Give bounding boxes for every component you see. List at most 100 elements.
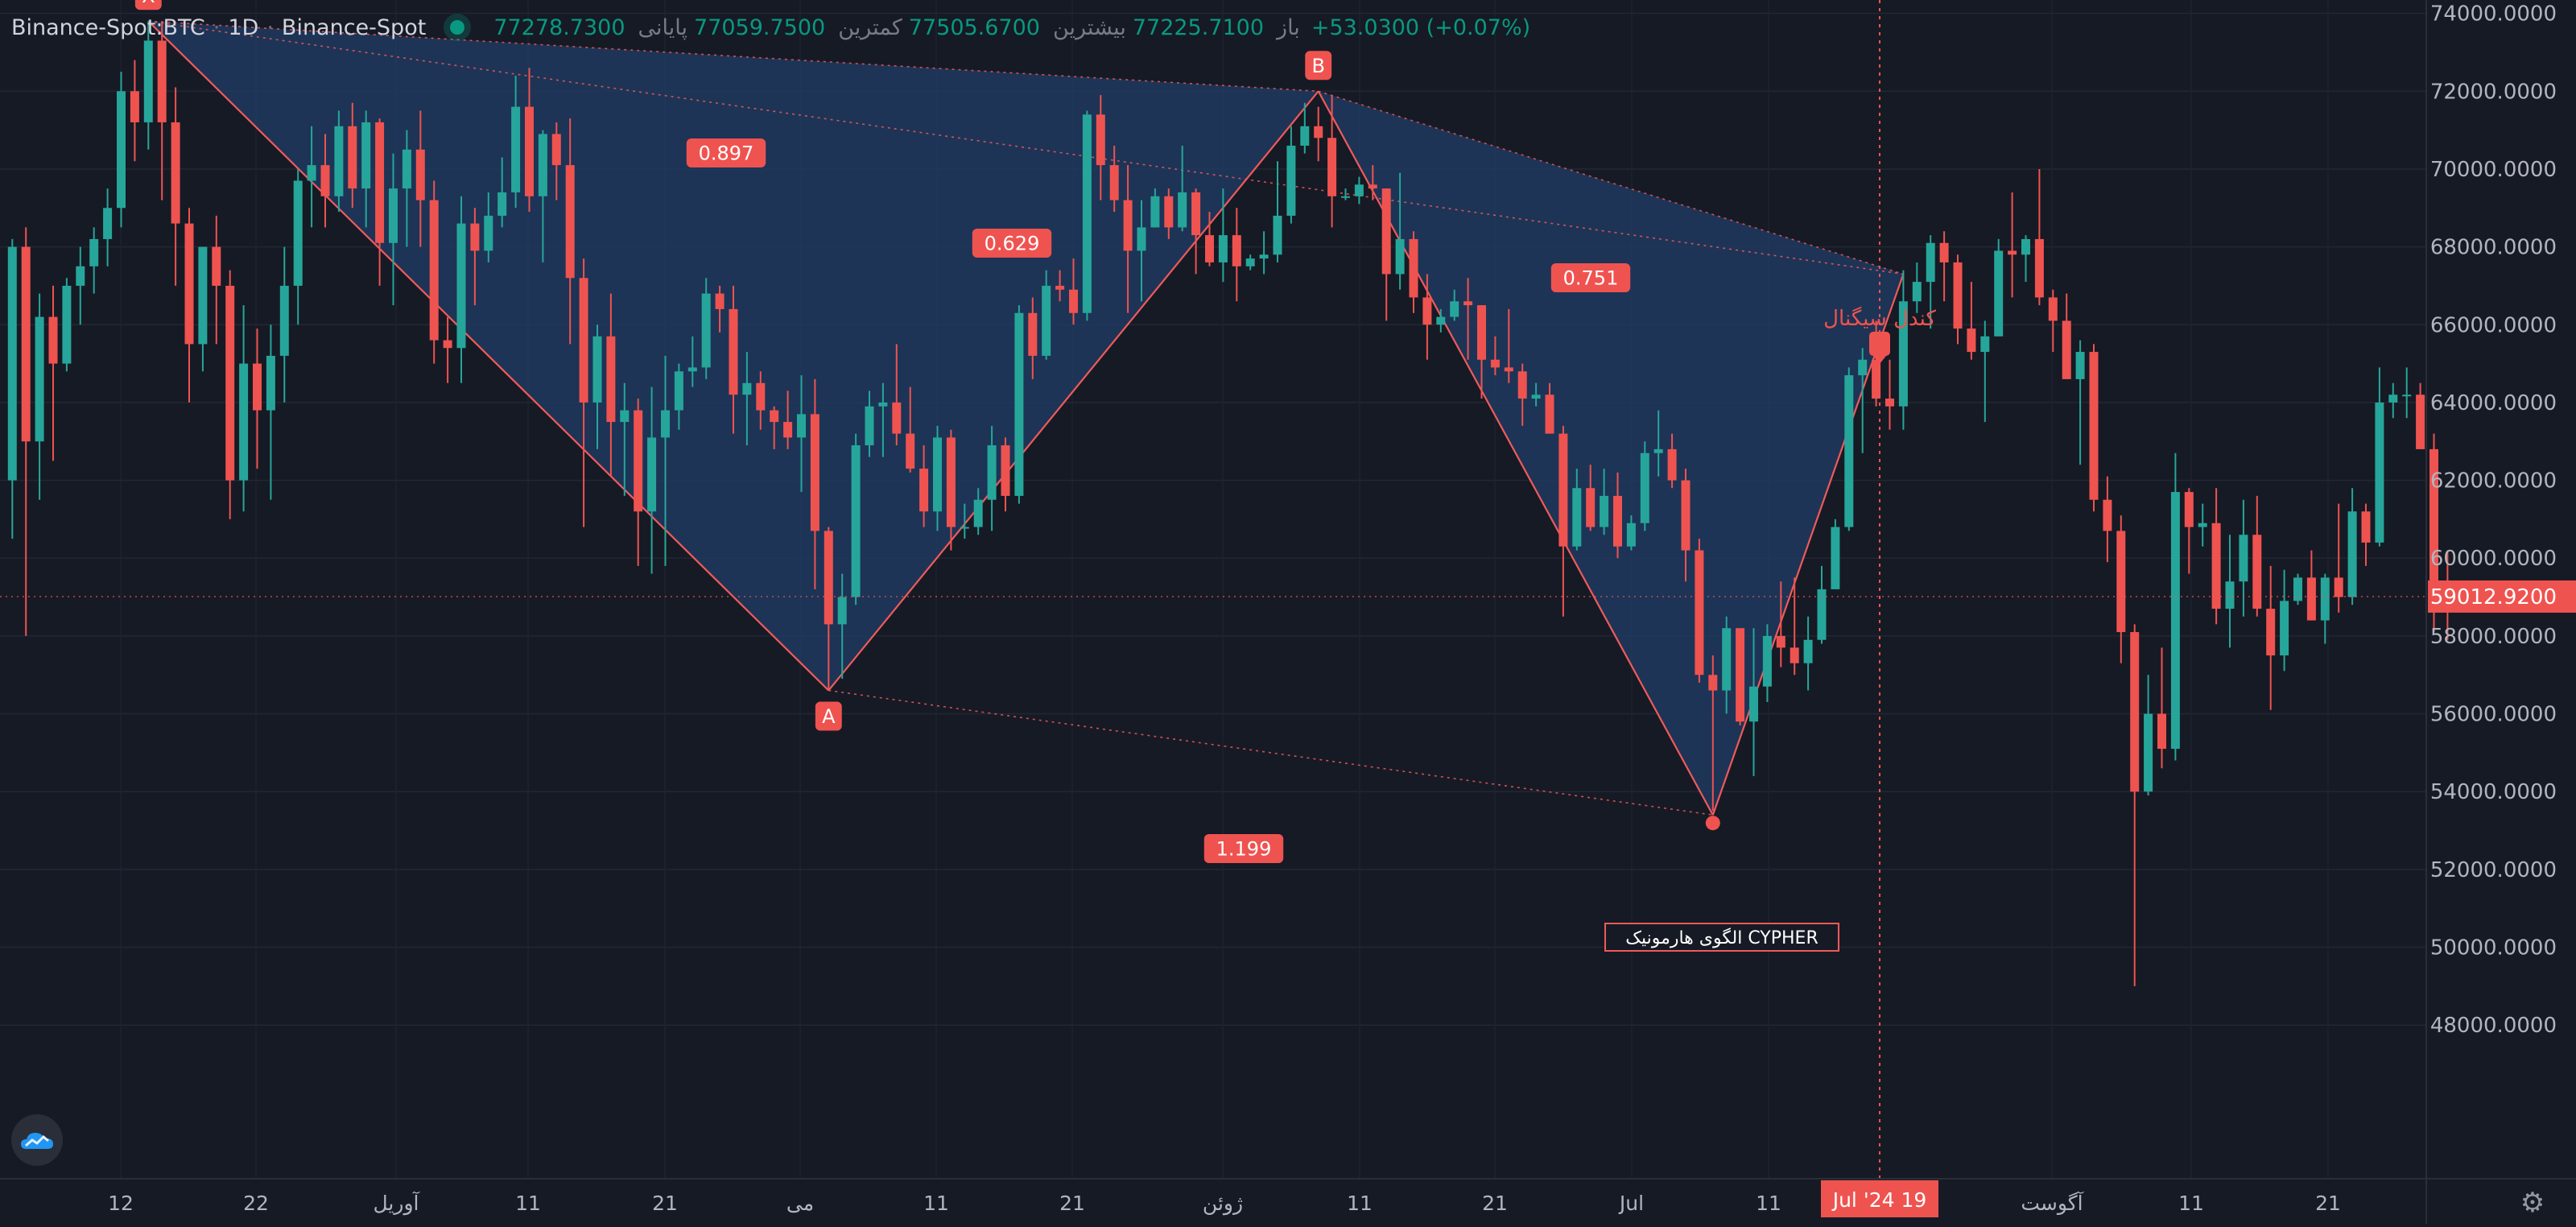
- candle-body: [35, 316, 44, 442]
- candle-body: [2089, 352, 2099, 500]
- candle-body: [117, 91, 126, 209]
- y-tick-label: 60000.0000: [2430, 547, 2557, 571]
- candle-body: [647, 437, 657, 512]
- x-tick-label: 11: [923, 1192, 949, 1215]
- candle-body: [239, 363, 249, 481]
- candle-body: [2402, 395, 2412, 397]
- candle-body: [1681, 480, 1690, 551]
- candle-body: [878, 402, 888, 407]
- chart-settings-gear-icon[interactable]: ⚙: [2520, 1187, 2545, 1219]
- point-label-b-bg: [1305, 51, 1332, 81]
- candle-body: [1872, 359, 1881, 399]
- point-label-b-text: B: [1311, 55, 1324, 77]
- candle-body: [729, 308, 738, 395]
- candle-body: [1708, 675, 1718, 691]
- candle-body: [1273, 215, 1282, 255]
- symbol-name[interactable]: Binance-Spot:BTC: [11, 14, 205, 40]
- candle-body: [987, 445, 997, 500]
- candle-body: [1395, 238, 1405, 275]
- point-label-x: X: [134, 0, 162, 10]
- legend-separator: ·: [213, 14, 221, 40]
- candle-body: [837, 597, 847, 625]
- harmonic-pattern[interactable]: [147, 20, 1905, 816]
- candle-body: [1164, 196, 1174, 228]
- candle-body: [1545, 395, 1554, 434]
- pattern-triangle-bcd[interactable]: [1318, 91, 1904, 816]
- candle-body: [715, 293, 724, 309]
- candle-body: [1653, 448, 1663, 453]
- candle-body: [1232, 235, 1241, 266]
- candle-body: [1341, 196, 1350, 198]
- crosshair-date-text: Jul '24 19: [1831, 1188, 1927, 1212]
- candle-body: [511, 106, 521, 192]
- candle-body: [2103, 499, 2112, 531]
- candle-body: [1409, 238, 1418, 298]
- ratio-label-ad-bg: [1203, 834, 1284, 863]
- ratio-label-bc: 0.751: [1550, 263, 1631, 292]
- candle-body: [1259, 254, 1269, 259]
- candle-body: [1069, 289, 1078, 313]
- pattern-title-border: [1604, 923, 1839, 952]
- chart-logo-icon[interactable]: [11, 1114, 63, 1166]
- candle-body: [320, 165, 330, 196]
- candle-body: [1300, 126, 1310, 146]
- candle-body: [2116, 531, 2126, 633]
- x-tick-label: 21: [2315, 1192, 2341, 1215]
- candle-body: [1558, 433, 1568, 547]
- candle-body: [89, 238, 99, 266]
- candle-body: [906, 433, 915, 469]
- candle-body: [1640, 452, 1649, 523]
- candle-series: [7, 21, 2452, 986]
- candle-body: [143, 40, 153, 122]
- candle-body: [579, 278, 588, 403]
- candle-body: [2266, 609, 2276, 656]
- candle-body: [1762, 635, 1772, 687]
- x-tick-label: ژوئن: [1203, 1192, 1243, 1216]
- candle-body: [2429, 448, 2438, 582]
- candle-body: [1191, 192, 1201, 236]
- candle-body: [634, 410, 643, 512]
- candle-body: [1790, 647, 1799, 663]
- ohlc-value: 77505.6700: [908, 14, 1040, 40]
- candle-body: [1600, 495, 1609, 527]
- pattern-title-box: الگوی هارمونیک CYPHER: [1604, 923, 1839, 952]
- candle-body: [389, 188, 398, 243]
- y-tick-label: 74000.0000: [2430, 2, 2557, 27]
- candle-body: [48, 316, 58, 364]
- candle-body: [2048, 297, 2058, 321]
- candle-body: [1572, 488, 1582, 547]
- candle-body: [1953, 262, 1963, 329]
- interval-label[interactable]: 1D: [228, 14, 259, 40]
- x-tick-label: 11: [2178, 1192, 2204, 1215]
- candle-body: [1245, 258, 1255, 266]
- candle-body: [429, 200, 439, 341]
- candle-body: [361, 122, 371, 189]
- y-tick-label: 50000.0000: [2430, 936, 2557, 961]
- candle-body: [661, 410, 670, 438]
- x-tick-label: Jul: [1618, 1192, 1644, 1215]
- candle-body: [1042, 285, 1051, 356]
- candle-body: [1912, 282, 1922, 302]
- candle-body: [687, 367, 697, 372]
- x-tick-label: 11: [1756, 1192, 1781, 1215]
- candle-body: [1450, 301, 1459, 317]
- candle-body: [279, 285, 289, 356]
- candle-body: [2034, 238, 2044, 298]
- candle-body: [2075, 352, 2085, 379]
- candle-body: [1490, 359, 1500, 368]
- candle-body: [1776, 635, 1785, 648]
- candle-body: [1096, 114, 1105, 166]
- candle-body: [551, 134, 561, 166]
- signal-candle-label: کندل سیگنال: [1823, 306, 1936, 331]
- candle-body: [456, 223, 466, 349]
- point-label-a-bg: [815, 701, 842, 731]
- candle-body: [2184, 492, 2194, 527]
- candle-body: [606, 336, 616, 423]
- point-marker-d: [1705, 816, 1720, 831]
- candle-body: [783, 422, 793, 438]
- pattern-leg-dc: [1711, 274, 1905, 816]
- candle-body: [756, 382, 766, 411]
- candle-body: [2008, 250, 2017, 255]
